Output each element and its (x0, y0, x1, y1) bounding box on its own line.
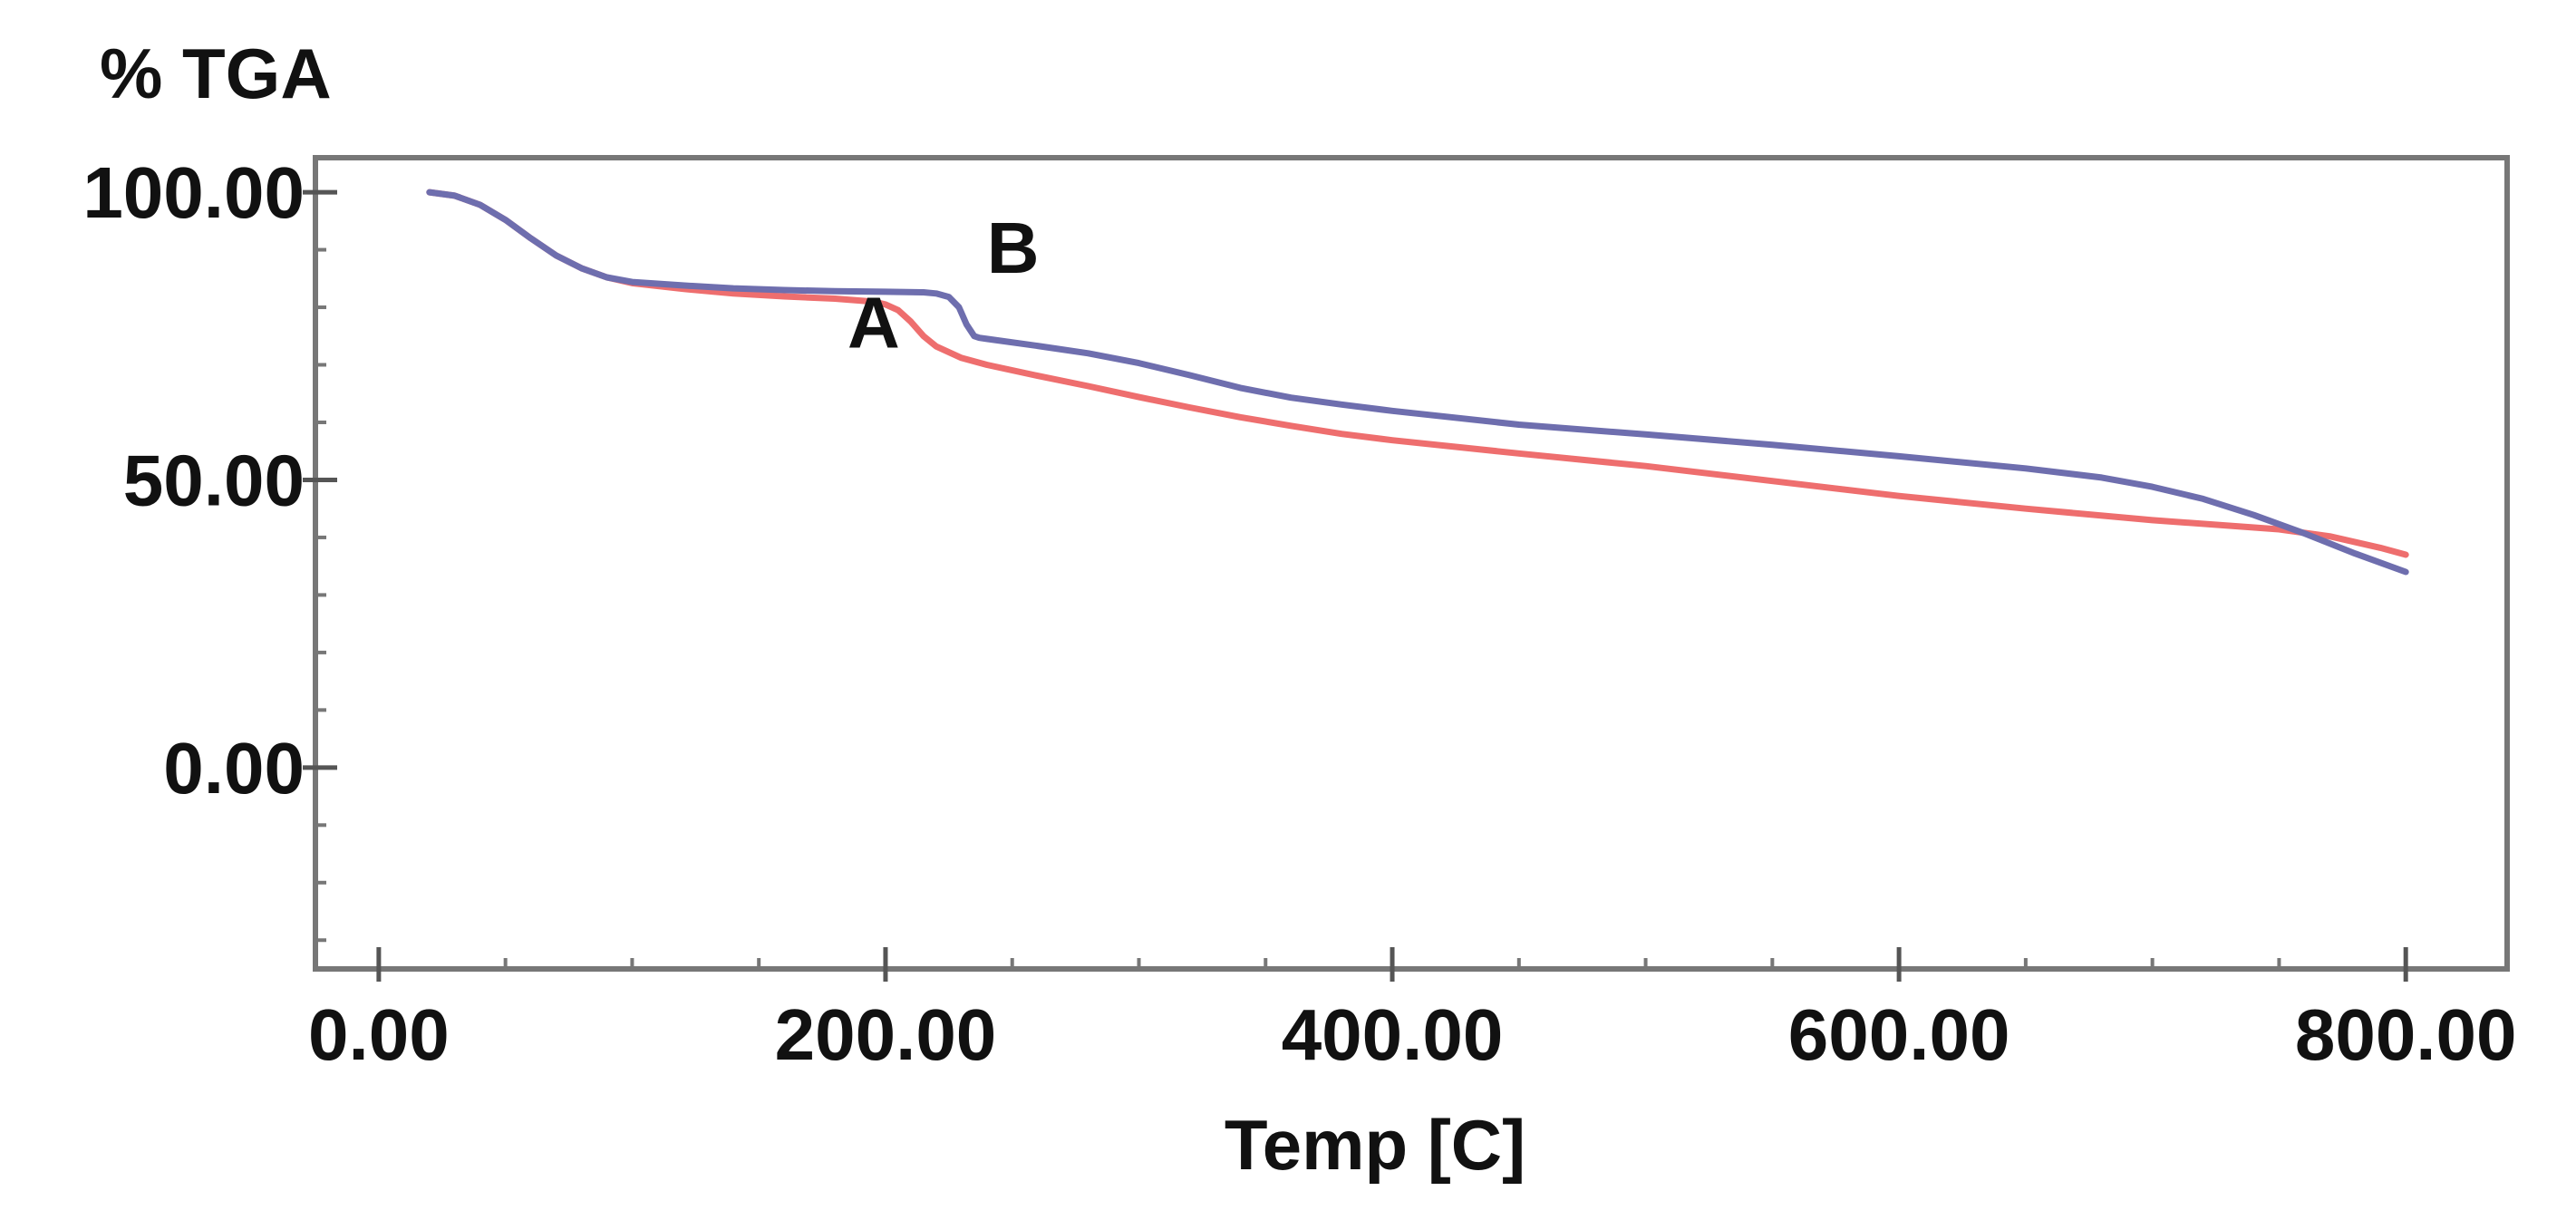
data-point-A (908, 319, 914, 324)
data-point-A (934, 344, 939, 349)
data-point-B (956, 305, 962, 310)
data-point-B (579, 266, 585, 271)
data-point-A (1390, 438, 1395, 443)
data-point-B (1339, 402, 1344, 407)
y-tick-label: 100.00 (82, 152, 305, 233)
data-point-B (934, 291, 939, 296)
data-point-B (2301, 530, 2307, 536)
data-point-B (1643, 431, 1649, 437)
data-point-A (2276, 527, 2281, 532)
data-point-A (984, 363, 990, 368)
annotation-A: A (847, 282, 900, 363)
data-point-B (478, 202, 483, 208)
data-point-A (1516, 450, 1522, 456)
data-point-B (503, 218, 508, 223)
y-tick-label: 0.00 (163, 728, 305, 808)
x-tick-label: 800.00 (2295, 994, 2517, 1075)
data-point-B (984, 336, 990, 342)
data-point-B (554, 253, 559, 258)
data-point-B (1237, 385, 1243, 391)
x-axis-label: Temp [C] (1225, 1105, 1525, 1185)
data-point-A (1896, 493, 1902, 499)
data-point-B (604, 275, 609, 280)
data-point-B (921, 290, 926, 295)
data-point-B (2403, 569, 2408, 575)
data-point-B (883, 289, 888, 295)
y-tick-label: 50.00 (123, 440, 305, 520)
data-point-B (1288, 395, 1293, 401)
data-point-A (1769, 479, 1775, 484)
data-point-A (2150, 518, 2155, 523)
annotation-B: B (987, 208, 1040, 288)
data-point-B (528, 236, 534, 241)
data-point-B (2099, 475, 2105, 480)
data-point-A (1288, 423, 1293, 429)
annotation-layer: AB (847, 208, 1040, 363)
data-point-A (781, 294, 787, 299)
data-point-B (972, 334, 977, 339)
data-point-A (1136, 394, 1141, 400)
data-point-A (2023, 506, 2029, 511)
data-point-B (2023, 466, 2029, 471)
data-point-B (2352, 551, 2358, 557)
data-point-B (452, 193, 458, 198)
x-tick-label: 200.00 (775, 994, 997, 1075)
data-point-B (1035, 344, 1041, 349)
data-point-B (1086, 351, 1091, 356)
data-point-A (731, 291, 736, 296)
series-line-B (426, 189, 2409, 576)
data-point-B (964, 322, 969, 327)
data-point-A (1186, 404, 1192, 410)
series-layer (426, 189, 2409, 576)
data-point-A (2377, 545, 2383, 550)
data-point-A (1035, 373, 1041, 379)
data-point-B (946, 295, 952, 300)
data-point-B (976, 335, 982, 341)
plot-frame (313, 155, 2510, 972)
data-point-B (1186, 373, 1192, 378)
series-B (426, 189, 2409, 576)
data-point-A (1643, 463, 1649, 469)
data-point-B (1390, 408, 1395, 413)
data-point-B (2201, 496, 2206, 501)
data-point-B (1896, 453, 1902, 459)
data-point-A (1086, 383, 1091, 389)
y-axis-ticks: 0.00 50.00 100.00 (82, 152, 337, 808)
data-point-B (2251, 512, 2256, 518)
y-axis-label: % TGA (100, 34, 332, 113)
data-point-A (896, 307, 901, 313)
data-point-A (832, 296, 838, 302)
data-point-B (629, 279, 634, 285)
data-point-B (680, 283, 685, 288)
data-point-B (731, 286, 736, 291)
data-point-A (883, 302, 888, 307)
data-point-A (921, 334, 926, 339)
data-point-A (2403, 552, 2408, 557)
x-axis-ticks: 0.00 200.00 400.00 600.00 800.00 (308, 947, 2517, 1075)
data-point-B (1136, 361, 1141, 366)
data-point-B (832, 288, 838, 294)
data-point-B (1769, 442, 1775, 448)
data-point-A (1339, 431, 1344, 437)
data-point-B (427, 189, 432, 195)
data-point-A (1237, 414, 1243, 420)
data-point-A (2327, 534, 2332, 539)
data-point-B (1516, 422, 1522, 428)
x-tick-label: 600.00 (1788, 994, 2010, 1075)
data-point-B (781, 287, 787, 293)
data-point-A (959, 355, 964, 361)
x-tick-label: 400.00 (1282, 994, 1504, 1075)
data-point-B (2150, 484, 2155, 489)
x-tick-label: 0.00 (308, 994, 450, 1075)
data-point-A (870, 299, 876, 305)
